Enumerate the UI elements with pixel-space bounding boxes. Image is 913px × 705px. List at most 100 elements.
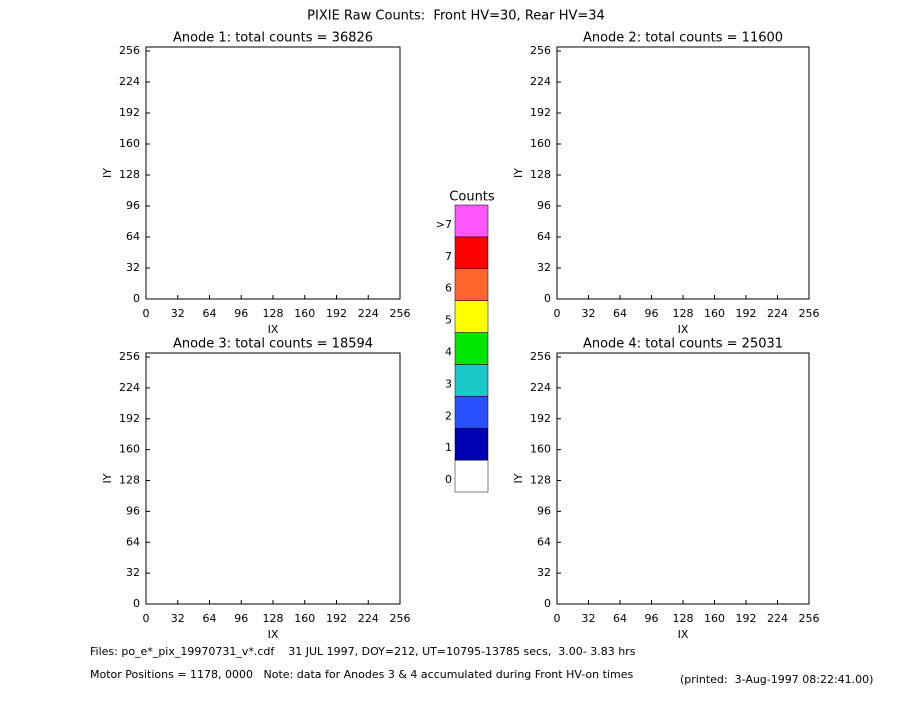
colorbar-label: 6 [445,282,452,295]
x-tick-label: 32 [582,612,596,625]
y-axis-label: IY [101,473,114,483]
footer-motor: Motor Positions = 1178, 0000 Note: data … [90,668,633,681]
x-axis-label: IX [678,323,689,336]
y-tick-label: 32 [537,566,551,579]
x-tick-label: 96 [645,612,659,625]
plot-frame [145,352,401,605]
x-tick-label: 160 [704,612,725,625]
colorbar-title: Counts [449,190,495,205]
x-axis-label: IX [678,628,689,641]
colorbar-swatch [454,396,489,429]
y-axis-label: IY [512,473,525,483]
colorbar-label: 3 [445,377,452,390]
x-tick-label: 0 [554,307,561,320]
y-tick-label: 192 [119,412,140,425]
y-tick-label: 224 [119,75,140,88]
x-tick-label: 192 [326,612,347,625]
x-tick-label: 128 [673,307,694,320]
y-tick-label: 96 [126,504,140,517]
y-tick-label: 32 [537,261,551,274]
y-tick-label: 256 [530,350,551,363]
x-tick-label: 64 [613,612,627,625]
x-tick-label: 224 [358,612,379,625]
y-tick-label: 64 [537,535,551,548]
x-axis-label: IX [268,628,279,641]
x-tick-label: 256 [390,612,411,625]
x-tick-label: 96 [234,612,248,625]
colorbar-swatch [454,332,489,365]
y-tick-label: 128 [530,168,551,181]
y-axis-label: IY [101,168,114,178]
colorbar-swatch [454,364,489,397]
y-tick-label: 64 [537,230,551,243]
x-tick-label: 160 [704,307,725,320]
y-tick-label: 96 [537,199,551,212]
footer-files: Files: po_e*_pix_19970731_v*.cdf 31 JUL … [90,645,636,658]
plot-frame [556,352,810,605]
colorbar-swatch [454,300,489,333]
x-tick-label: 192 [736,612,757,625]
figure-title: PIXIE Raw Counts: Front HV=30, Rear HV=3… [307,9,605,24]
y-tick-label: 160 [530,443,551,456]
y-tick-label: 224 [119,381,140,394]
plot-frame [145,46,401,300]
y-tick-label: 0 [544,292,551,305]
x-tick-label: 64 [613,307,627,320]
y-tick-label: 64 [126,230,140,243]
colorbar-label: 5 [445,314,452,327]
y-tick-label: 0 [133,292,140,305]
x-tick-label: 128 [263,307,284,320]
y-tick-label: 128 [530,474,551,487]
y-axis-label: IY [512,168,525,178]
y-tick-label: 0 [544,597,551,610]
x-tick-label: 256 [390,307,411,320]
y-tick-label: 160 [530,137,551,150]
x-tick-label: 0 [143,612,150,625]
x-tick-label: 0 [143,307,150,320]
colorbar-label: 1 [445,441,452,454]
colorbar-label: 7 [445,250,452,263]
y-tick-label: 192 [530,106,551,119]
x-tick-label: 0 [554,612,561,625]
colorbar-swatch [454,236,489,270]
x-tick-label: 32 [171,307,185,320]
x-tick-label: 224 [767,612,788,625]
y-tick-label: 128 [119,474,140,487]
y-tick-label: 224 [530,381,551,394]
x-tick-label: 160 [294,307,315,320]
y-tick-label: 0 [133,597,140,610]
y-tick-label: 256 [119,350,140,363]
x-tick-label: 64 [203,307,217,320]
x-tick-label: 224 [767,307,788,320]
y-tick-label: 32 [126,261,140,274]
x-tick-label: 64 [203,612,217,625]
colorbar-label: 0 [445,473,452,486]
panel-title: Anode 2: total counts = 11600 [583,31,783,46]
y-tick-label: 96 [537,504,551,517]
panel-title: Anode 1: total counts = 36826 [173,31,373,46]
y-tick-label: 32 [126,566,140,579]
y-tick-label: 224 [530,75,551,88]
colorbar-swatch [454,427,489,461]
colorbar-label: >7 [436,218,452,231]
x-tick-label: 96 [645,307,659,320]
x-tick-label: 224 [358,307,379,320]
x-tick-label: 256 [799,307,820,320]
y-tick-label: 160 [119,137,140,150]
panel-title: Anode 3: total counts = 18594 [173,337,373,352]
y-tick-label: 96 [126,199,140,212]
x-tick-label: 256 [799,612,820,625]
x-tick-label: 96 [234,307,248,320]
x-tick-label: 128 [263,612,284,625]
footer-printed: (printed: 3-Aug-1997 08:22:41.00) [680,673,873,686]
colorbar-label: 2 [445,409,452,422]
x-tick-label: 160 [294,612,315,625]
colorbar-label: 4 [445,346,452,359]
plot-frame [556,46,810,300]
colorbar-swatch [454,268,489,301]
y-tick-label: 192 [119,106,140,119]
y-tick-label: 192 [530,412,551,425]
y-tick-label: 256 [119,44,140,57]
